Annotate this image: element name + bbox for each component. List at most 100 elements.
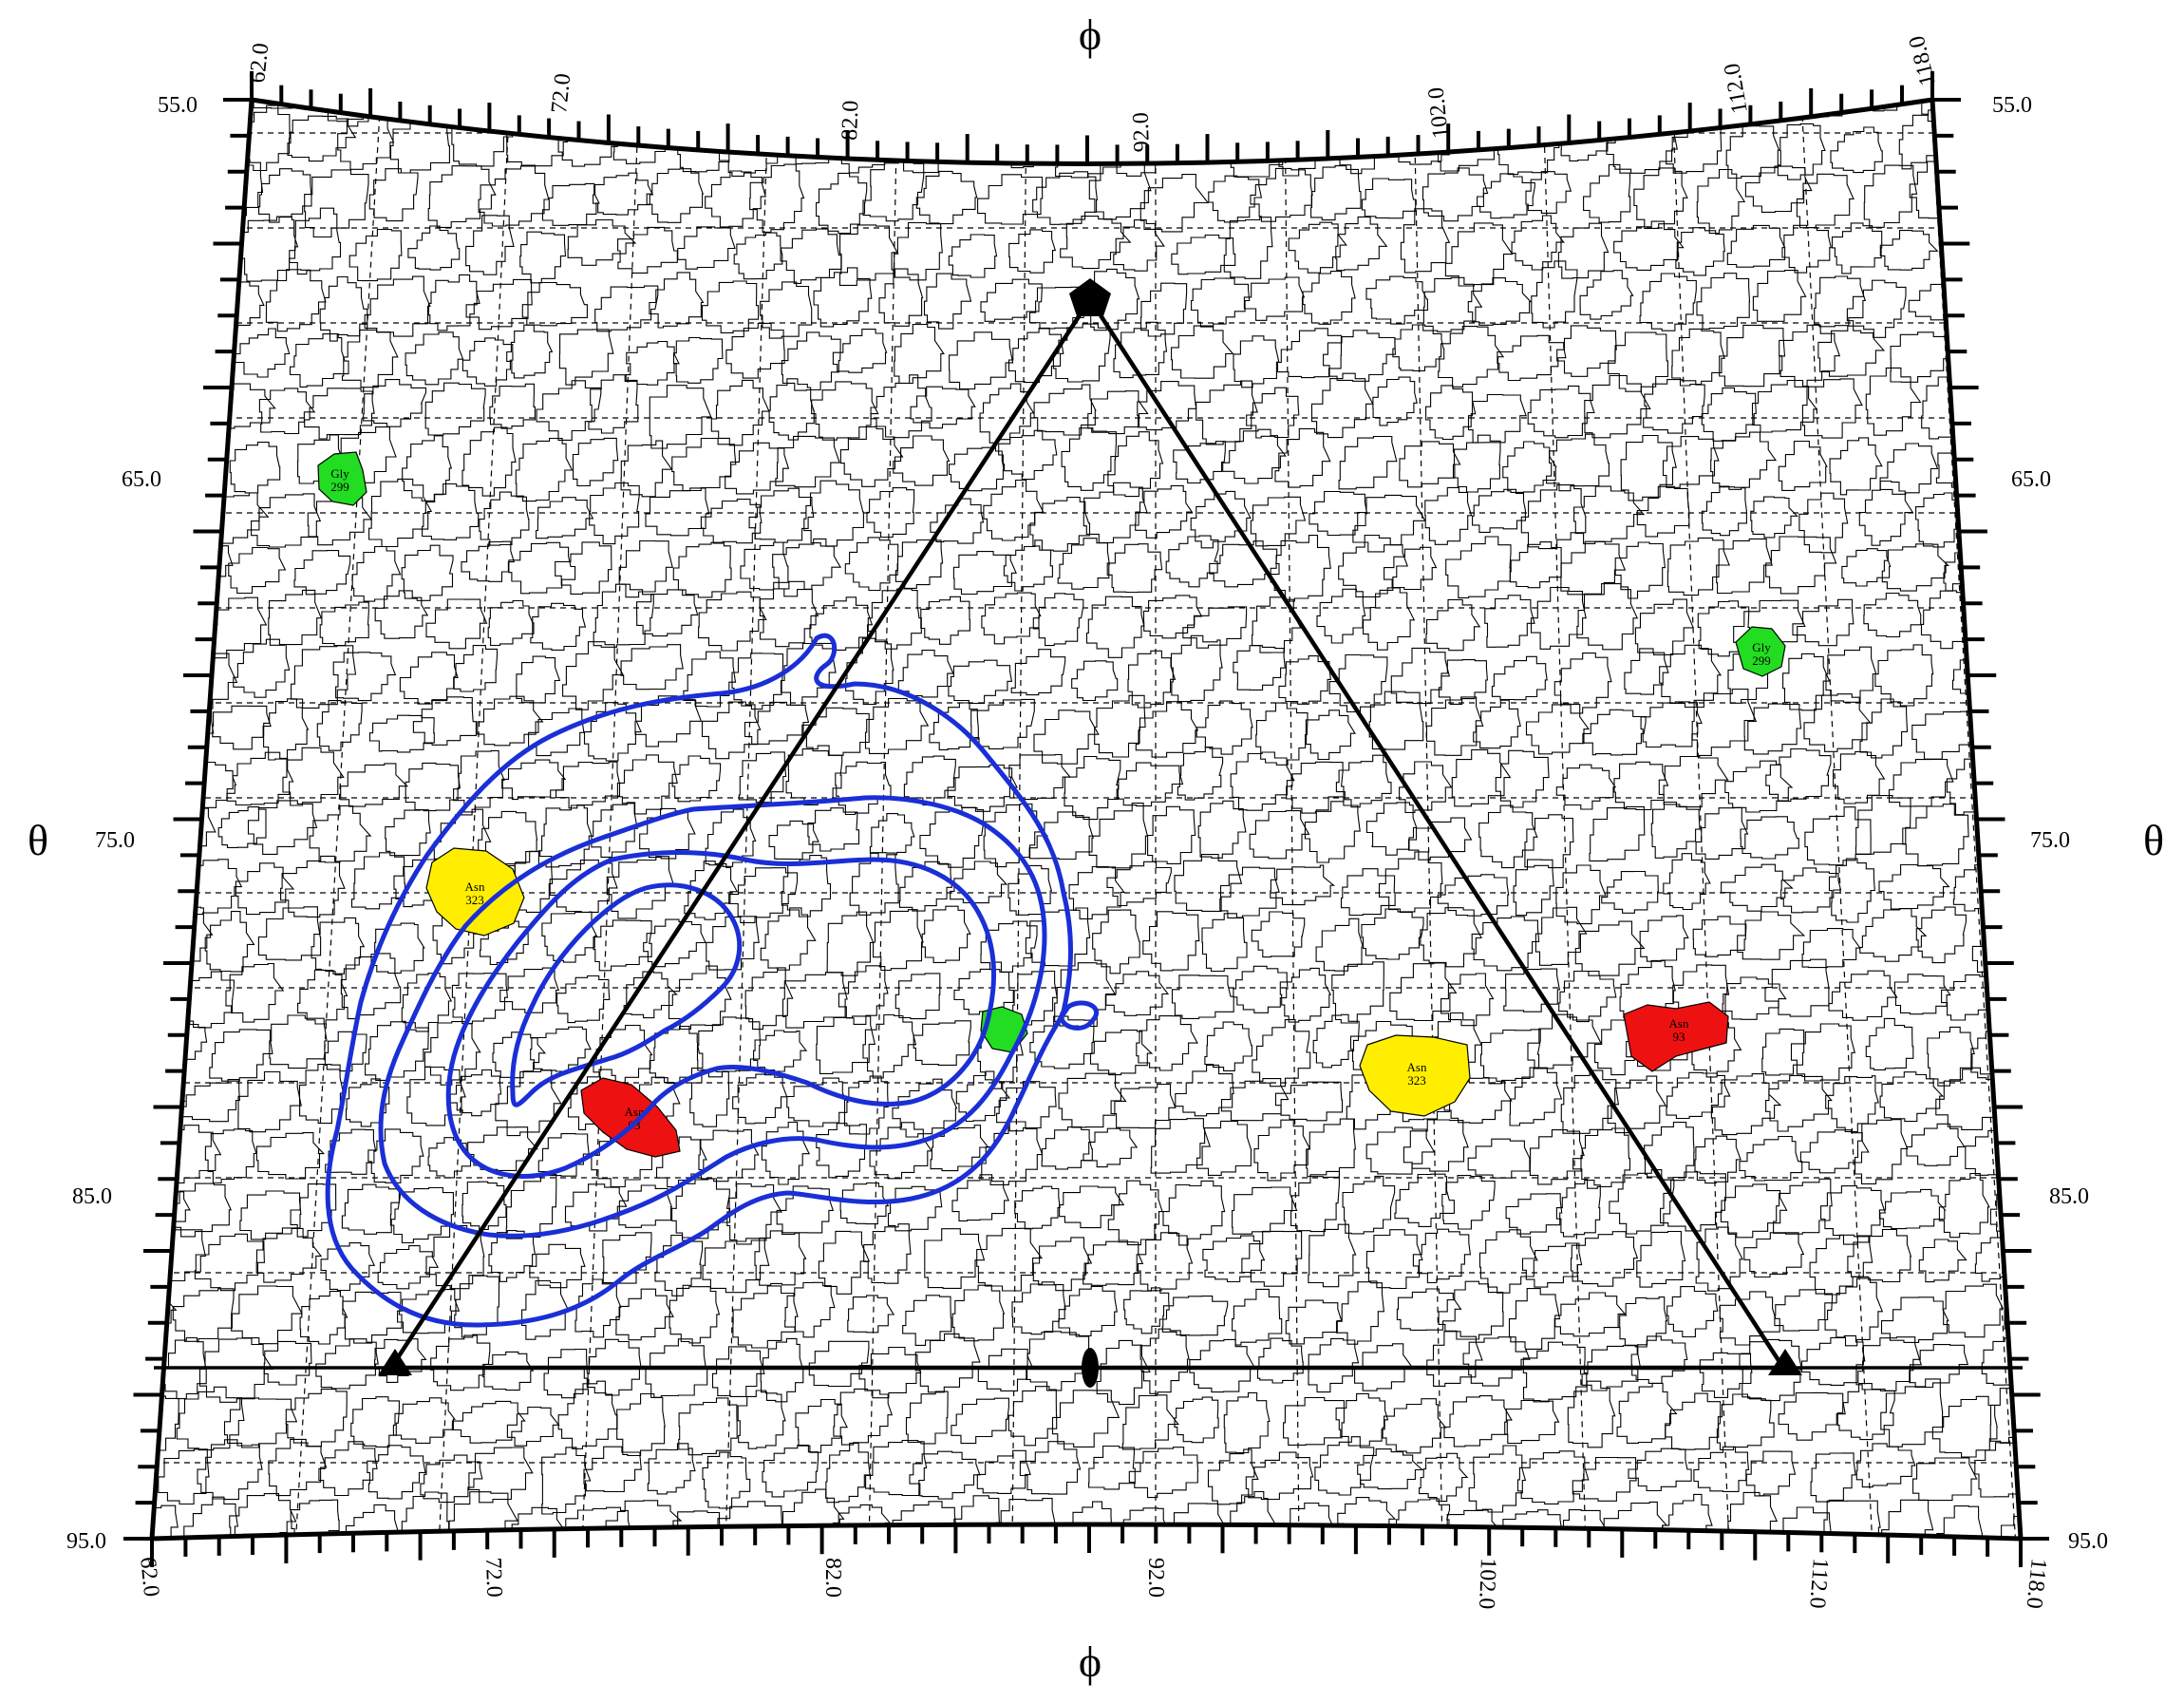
residue-cell (163, 118, 234, 169)
frame-bottom (151, 1522, 2022, 1542)
residue-cell (1278, 655, 1331, 705)
residue-cell (1177, 747, 1224, 801)
asn-93-right-label: Asn (1669, 1016, 1689, 1031)
theta-tick-right-65: 65.0 (2011, 467, 2051, 492)
residue-cell (977, 1348, 1034, 1391)
gly-299-right-label: Gly (1752, 640, 1771, 654)
residue-cell (780, 642, 837, 707)
residue-cell (1139, 174, 1210, 233)
residue-cell (1116, 762, 1184, 807)
residue-cell (1790, 1023, 1856, 1082)
residue-cell (1089, 1030, 1154, 1076)
residue-cell (591, 100, 657, 111)
residue-cell (152, 1395, 179, 1454)
residue-cell (1029, 1015, 1095, 1069)
residue-cell (209, 1029, 273, 1082)
residue-cell (555, 761, 621, 809)
residue-cell (894, 973, 941, 1020)
grid-line-vertical (581, 100, 640, 1539)
grid-line-vertical (294, 100, 382, 1539)
residue-cell (760, 281, 813, 339)
residue-cell (1880, 1296, 1949, 1343)
residue-cell (683, 651, 737, 708)
residue-cell (1608, 331, 1668, 392)
residue-cell (368, 168, 419, 222)
residue-cell (1865, 367, 1922, 436)
residue-cell (1137, 381, 1197, 431)
residue-cell (1801, 928, 1861, 969)
residue-cell (265, 269, 327, 332)
residue-cell (1306, 1118, 1357, 1178)
residue-cell (1147, 805, 1196, 864)
residue-cell (1828, 970, 1898, 1021)
residue-cell (1473, 699, 1521, 749)
residue-cell (1495, 749, 1550, 808)
residue-cell (867, 588, 922, 650)
residue-cell (646, 168, 705, 223)
residue-cell (1530, 586, 1587, 650)
residue-cell (1440, 973, 1495, 1027)
residue-cell (1202, 1235, 1266, 1283)
residue-cell (1288, 221, 1347, 274)
residue-cell (768, 378, 815, 441)
residue-cell (255, 1132, 326, 1180)
residue-cell (700, 499, 763, 544)
residue-cell (1497, 334, 1567, 382)
residue-cell (1792, 598, 1855, 647)
residue-cell (813, 267, 873, 328)
contour-outer (325, 633, 1100, 1328)
residue-cell (1173, 441, 1226, 484)
residue-cell (574, 1278, 622, 1338)
residue-cell (950, 861, 1008, 904)
residue-cell (152, 899, 214, 971)
residue-cell (1989, 1385, 2021, 1444)
residue-cell (910, 386, 976, 429)
residue-cell (844, 537, 899, 592)
residue-cell (487, 599, 535, 647)
residue-cell (781, 1488, 845, 1539)
residue-cell (1947, 328, 1994, 383)
residue-cell (1573, 485, 1646, 544)
phi-tick-bottom-112: 112.0 (1804, 1558, 1833, 1610)
residue-cell (760, 907, 817, 971)
residue-cell (801, 707, 870, 756)
residue-cell (1555, 864, 1607, 925)
phi-tick-bottom-118: 118.0 (2021, 1557, 2050, 1610)
theta-tick-left-85: 85.0 (72, 1184, 112, 1209)
residue-cell (1003, 539, 1053, 592)
residue-cell (530, 1026, 592, 1072)
residue-cell (251, 493, 322, 548)
residue-cell (1614, 541, 1666, 599)
residue-cell (1243, 276, 1306, 321)
theta-tick-left-95: 95.0 (66, 1529, 106, 1554)
residue-cell (1286, 761, 1345, 814)
residue-cell (646, 100, 715, 106)
residue-cell (1796, 173, 1855, 229)
residue-cell (981, 100, 1045, 130)
residue-cell (1531, 260, 1578, 329)
residue-cell (1841, 548, 1892, 587)
residue-cell (1121, 1394, 1180, 1450)
residue-cell (1113, 219, 1165, 272)
residue-cell (152, 1074, 186, 1128)
triangle-icon (1768, 1349, 1802, 1375)
residue-cell (1915, 906, 1967, 964)
residue-cell (541, 911, 598, 963)
residue-cell (1312, 1013, 1360, 1069)
residue-cell (1765, 536, 1837, 595)
residue-cell (593, 919, 652, 972)
residue-cell (2032, 493, 2081, 540)
residue-cell (731, 653, 784, 710)
residue-cell (1462, 1336, 1531, 1387)
residue-cell (1232, 1186, 1298, 1235)
residue-cell (591, 802, 638, 858)
residue-cell (397, 1289, 461, 1334)
residue-cell (363, 379, 427, 427)
residue-cell (304, 388, 375, 440)
residue-cell (1906, 1123, 1966, 1166)
residue-cell (235, 862, 295, 916)
residue-cell (1502, 441, 1557, 493)
residue-cell (1230, 751, 1295, 811)
residue-cell (1527, 385, 1595, 439)
residue-cell (1799, 1129, 1870, 1174)
